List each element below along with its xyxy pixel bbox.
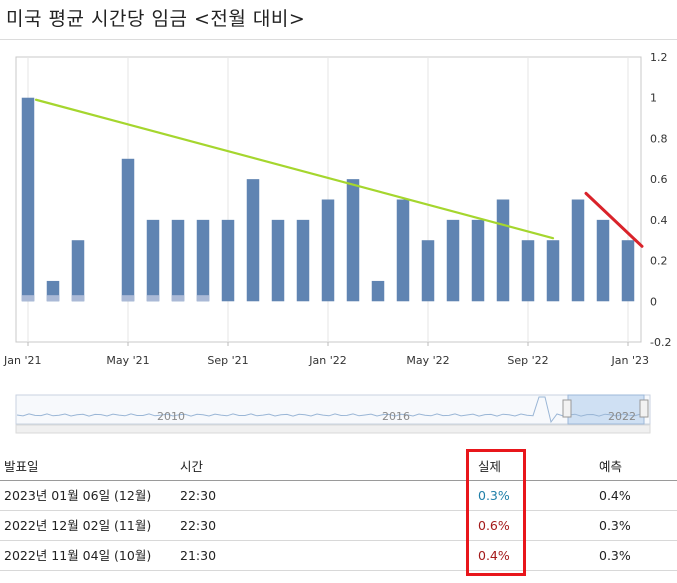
trendline-red <box>584 191 644 248</box>
bar[interactable] <box>446 219 460 302</box>
release-table: 발표일 시간 실제 예측 2023년 01월 06일 (12월) 22:30 0… <box>0 451 677 571</box>
actual-value: 0.3% <box>474 480 595 511</box>
bar-series[interactable] <box>21 97 635 302</box>
header-actual: 실제 <box>474 451 595 481</box>
forecast-bar <box>46 295 60 302</box>
navigator-selection <box>567 394 645 425</box>
release-time: 21:30 <box>176 540 474 571</box>
navigator-year-label: 2010 <box>157 410 185 423</box>
y-tick-label: 1 <box>650 92 657 105</box>
wage-chart[interactable]: 1.2 1 0.8 0.6 0.4 0.2 0 -0.2 Jan '21 May '21 Sep … <box>0 40 677 445</box>
forecast-bar <box>171 295 185 302</box>
navigator-right-handle <box>639 399 649 418</box>
y-tick-label: -0.2 <box>650 336 671 349</box>
y-tick-label: 0.4 <box>650 214 668 227</box>
bar[interactable] <box>621 240 635 302</box>
bar[interactable] <box>171 219 185 302</box>
bar[interactable] <box>321 199 335 302</box>
navigator-year-label: 2016 <box>382 410 410 423</box>
bar[interactable] <box>121 158 135 302</box>
table-row: 2022년 11월 04일 (10월) 21:30 0.4% 0.3% <box>0 540 677 571</box>
header-date: 발표일 <box>0 451 176 481</box>
x-tick-label: May '21 <box>106 354 149 367</box>
y-tick-label: 0.8 <box>650 132 668 145</box>
navigator-left-handle <box>562 399 572 418</box>
forecast-bar <box>21 295 35 302</box>
bar[interactable] <box>221 219 235 302</box>
title-divider <box>0 39 677 40</box>
bar[interactable] <box>246 179 260 302</box>
forecast-bar <box>146 295 160 302</box>
release-date: 2023년 01월 06일 (12월) <box>0 480 176 511</box>
table-row: 2023년 01월 06일 (12월) 22:30 0.3% 0.4% <box>0 480 677 511</box>
trendline-green <box>34 98 555 240</box>
y-tick-label: 0 <box>650 295 657 308</box>
y-tick-label: 1.2 <box>650 51 668 64</box>
bar[interactable] <box>371 280 385 302</box>
bar[interactable] <box>71 240 85 302</box>
forecast-value: 0.3% <box>595 510 677 541</box>
forecast-bar <box>196 295 210 302</box>
y-axis: 1.2 1 0.8 0.6 0.4 0.2 0 -0.2 <box>650 51 671 349</box>
trendlines <box>34 98 644 248</box>
table-row: 2022년 12월 02일 (11월) 22:30 0.6% 0.3% <box>0 510 677 541</box>
release-date: 2022년 12월 02일 (11월) <box>0 510 176 541</box>
navigator-year-label: 2022 <box>608 410 636 423</box>
bar[interactable] <box>396 199 410 302</box>
x-axis: Jan '21 May '21 Sep '21 Jan '22 May '22 Sep '… <box>3 342 649 367</box>
navigator-scrollbar <box>15 424 651 434</box>
forecast-value: 0.3% <box>595 540 677 571</box>
x-tick-label: Sep '21 <box>207 354 248 367</box>
x-tick-label: May '22 <box>406 354 449 367</box>
bar[interactable] <box>496 199 510 302</box>
navigator-line <box>16 396 648 424</box>
navigator-labels: 2010 2016 2022 <box>157 410 636 423</box>
navigator-track <box>15 394 651 425</box>
bar[interactable] <box>21 97 35 302</box>
bar[interactable] <box>571 199 585 302</box>
bar[interactable] <box>271 219 285 302</box>
y-tick-label: 0.2 <box>650 255 668 268</box>
bar[interactable] <box>146 219 160 302</box>
range-navigator[interactable] <box>15 394 651 434</box>
chart-title: 미국 평균 시간당 임금 <전월 대비> <box>6 8 306 30</box>
y-tick-label: 0.6 <box>650 173 668 186</box>
forecast-value: 0.4% <box>595 480 677 511</box>
table-header: 발표일 시간 실제 예측 <box>0 451 677 481</box>
forecast-bar <box>121 295 135 302</box>
bar[interactable] <box>521 240 535 302</box>
x-tick-label: Jan '21 <box>3 354 41 367</box>
x-tick-label: Sep '22 <box>507 354 548 367</box>
bar[interactable] <box>346 179 360 302</box>
bar[interactable] <box>546 240 560 302</box>
x-tick-label: Jan '22 <box>308 354 346 367</box>
release-time: 22:30 <box>176 510 474 541</box>
actual-value: 0.4% <box>474 540 595 571</box>
bar[interactable] <box>596 219 610 302</box>
actual-value: 0.6% <box>474 510 595 541</box>
bar[interactable] <box>421 240 435 302</box>
release-time: 22:30 <box>176 480 474 511</box>
forecast-bar <box>71 295 85 302</box>
bar[interactable] <box>196 219 210 302</box>
bar[interactable] <box>471 219 485 302</box>
x-tick-label: Jan '23 <box>611 354 649 367</box>
header-forecast: 예측 <box>595 451 677 481</box>
header-time: 시간 <box>176 451 474 481</box>
bar[interactable] <box>296 219 310 302</box>
release-date: 2022년 11월 04일 (10월) <box>0 540 176 571</box>
